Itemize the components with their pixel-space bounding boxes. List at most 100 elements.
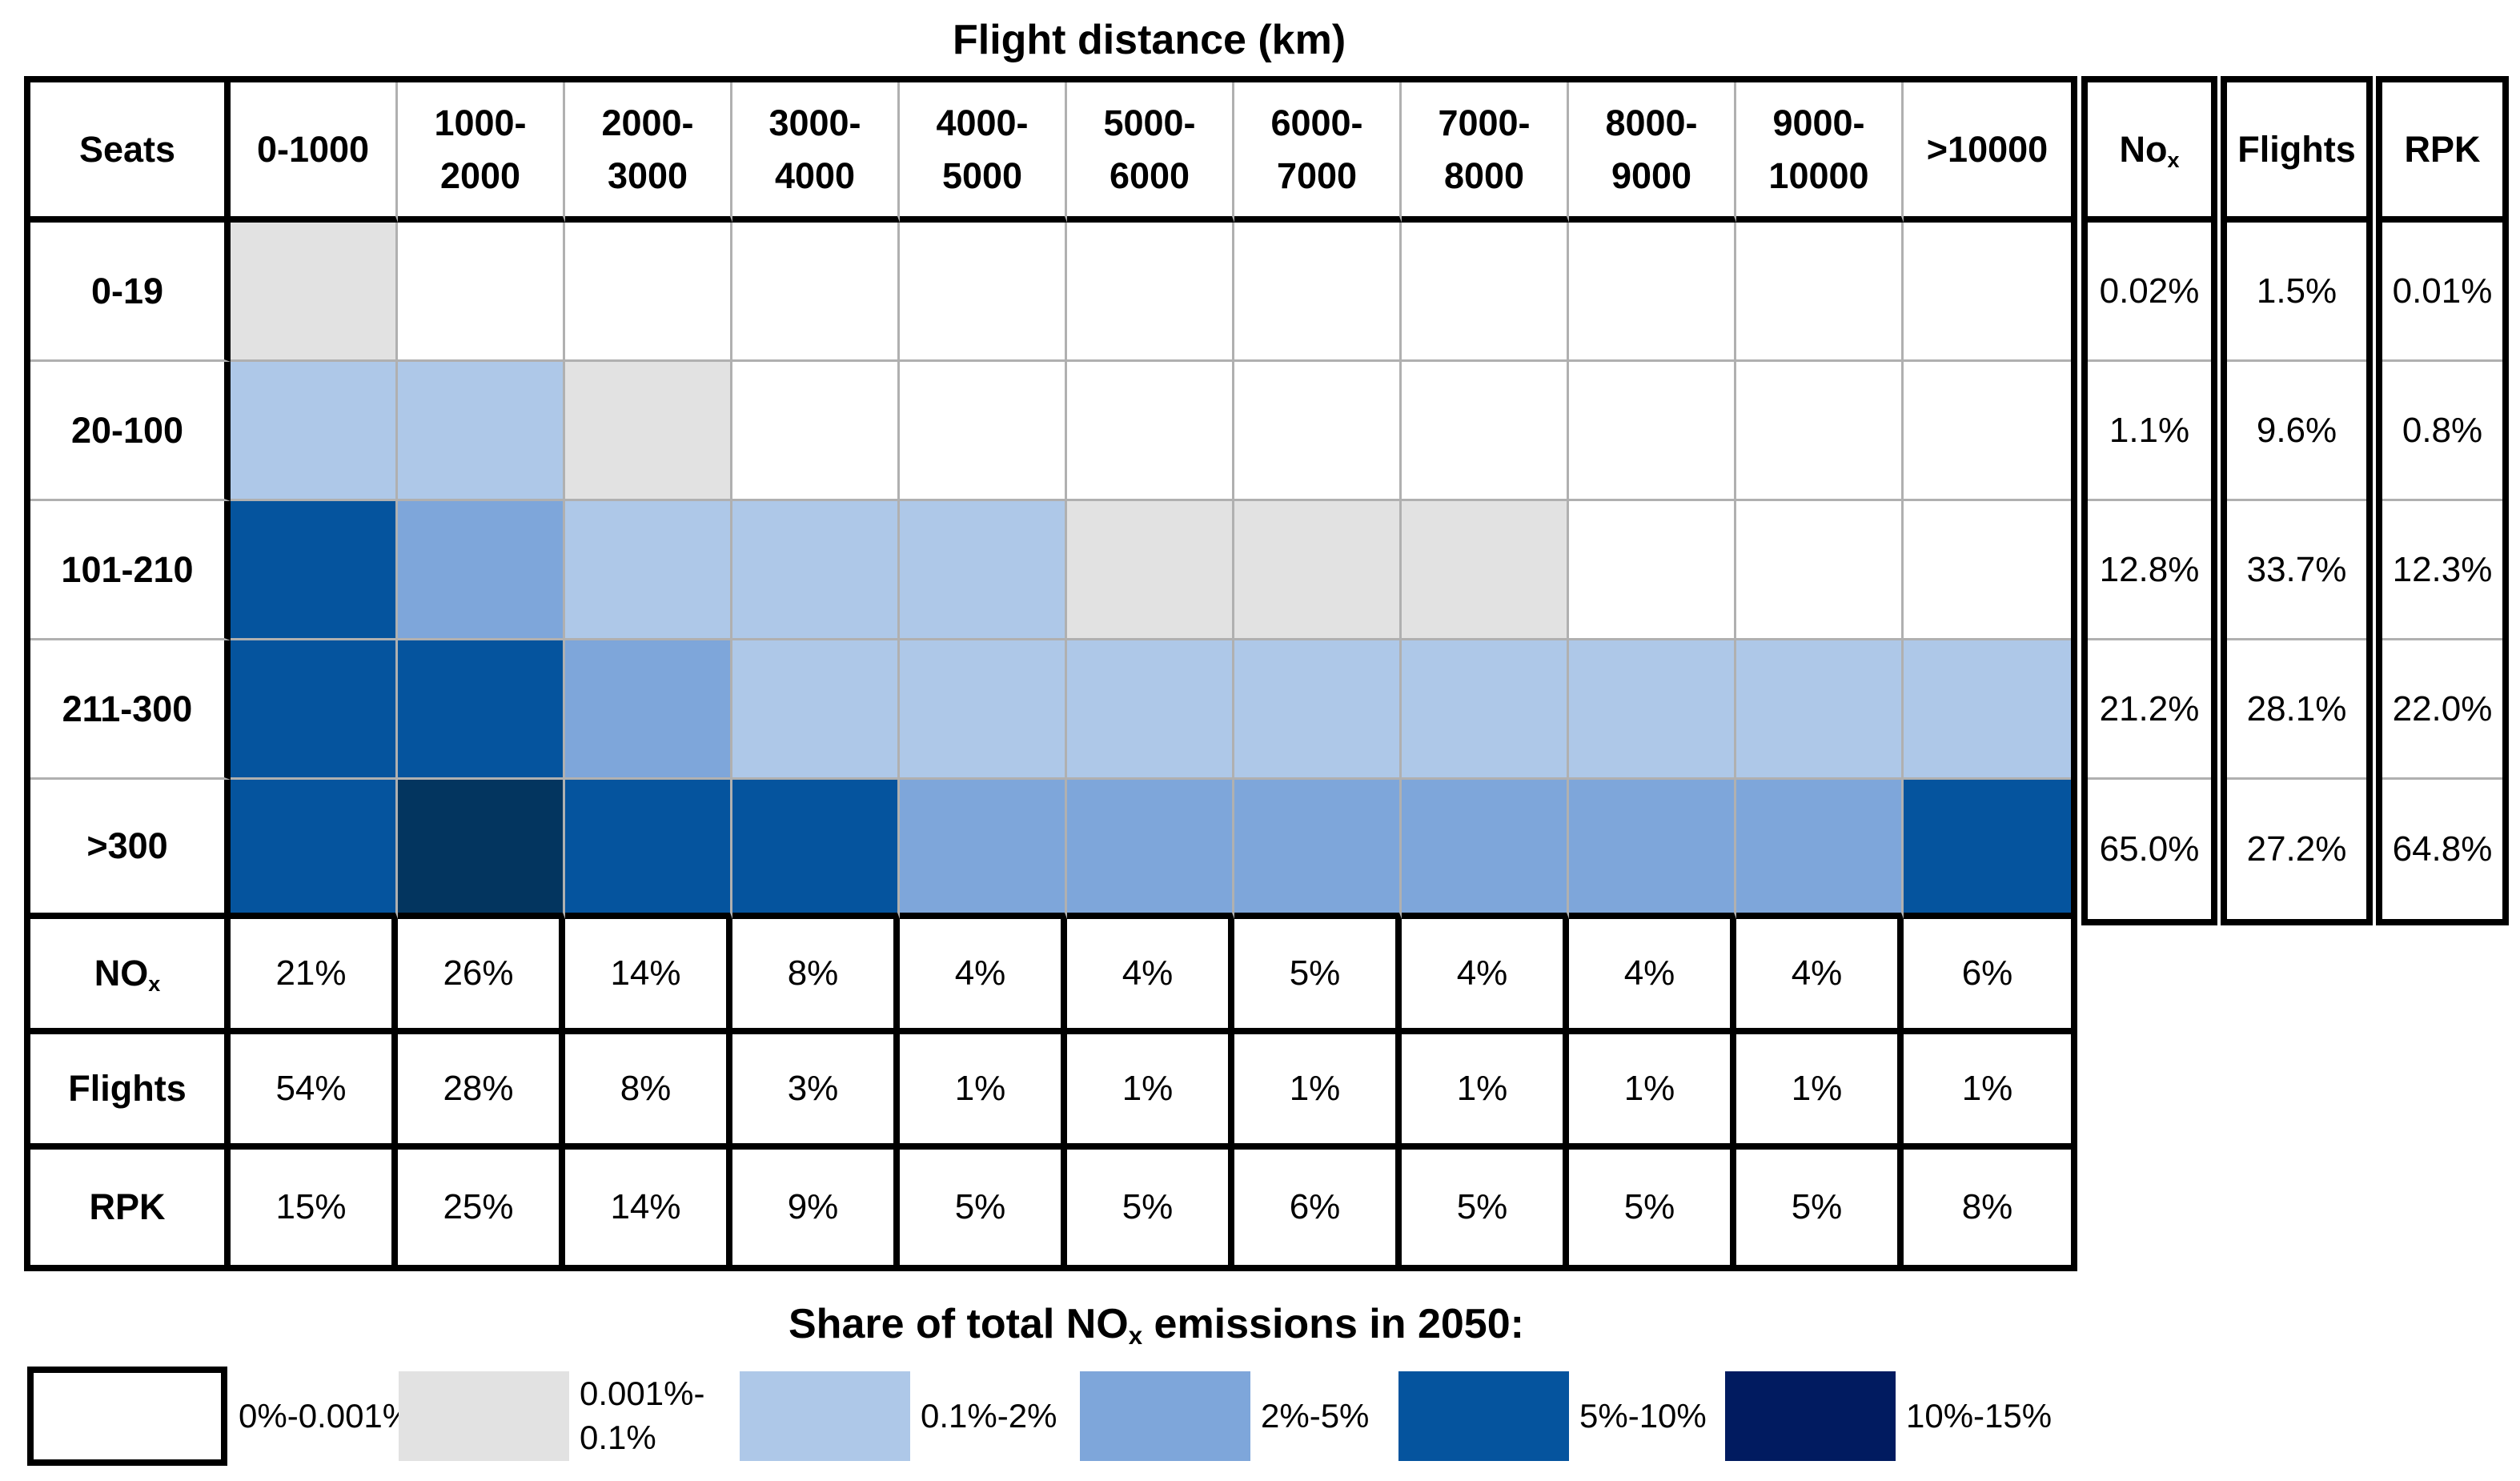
heat-cell: [1904, 362, 2071, 501]
column-total-value: 1%: [1402, 1034, 1569, 1150]
row-total-value: 9.6%: [2227, 362, 2366, 501]
distance-col-header: 5000- 6000: [1067, 82, 1234, 223]
heat-cell: [1402, 640, 1569, 780]
legend-bin-label: 2%-5%: [1261, 1396, 1370, 1435]
heat-cell: [1067, 780, 1234, 919]
column-total-value: 5%: [1067, 1150, 1234, 1265]
heat-cell: [900, 780, 1067, 919]
heat-cell: [1569, 223, 1736, 362]
heat-cell: [1067, 223, 1234, 362]
heat-cell: [900, 362, 1067, 501]
column-total-value: 4%: [1402, 919, 1569, 1034]
heat-cell: [1569, 780, 1736, 919]
column-total-value: 1%: [1234, 1034, 1402, 1150]
column-total-value: 5%: [1402, 1150, 1569, 1265]
heat-cell: [231, 362, 398, 501]
distance-col-header: 1000- 2000: [398, 82, 565, 223]
column-total-value: 6%: [1904, 919, 2071, 1034]
corner-header-seats: Seats: [30, 82, 231, 223]
column-total-value: 4%: [900, 919, 1067, 1034]
column-total-value: 14%: [565, 1150, 732, 1265]
row-total-box: Nox 0.02% 1.1% 12.8% 21.2% 65.0%: [2081, 76, 2217, 925]
heat-cell: [231, 640, 398, 780]
heat-cell: [565, 640, 732, 780]
distance-col-header: >10000: [1904, 82, 2071, 223]
distance-col-header: 8000- 9000: [1569, 82, 1736, 223]
heat-cell: [1067, 640, 1234, 780]
heat-cell: [231, 780, 398, 919]
column-total-value: 8%: [1961, 1187, 2013, 1226]
row-total-header: Flights: [2227, 82, 2366, 223]
heat-cell: [398, 640, 565, 780]
column-total-value: 8%: [565, 1034, 732, 1150]
legend-swatch-b2: [740, 1371, 910, 1461]
distance-col-header: 2000- 3000: [565, 82, 732, 223]
distance-col-header: 7000- 8000: [1402, 82, 1569, 223]
heat-cell: [1402, 362, 1569, 501]
column-total-value: 8%: [732, 919, 900, 1034]
column-total-value: 28%: [398, 1034, 565, 1150]
heat-cell: [398, 501, 565, 640]
legend-swatch-b1: [399, 1371, 569, 1461]
heat-cell: [1234, 362, 1402, 501]
heat-cell: [1904, 640, 2071, 780]
seat-row-label: 20-100: [30, 362, 231, 501]
column-total-value: 1%: [1904, 1034, 2071, 1150]
seat-row-label: 211-300: [30, 640, 231, 780]
heat-cell: [732, 640, 900, 780]
heat-cell: [1402, 501, 1569, 640]
heat-cell: [1569, 501, 1736, 640]
heat-cell: [1234, 640, 1402, 780]
heat-cell: [1904, 780, 2071, 919]
heat-cell: [398, 780, 565, 919]
heat-cell: [1402, 223, 1569, 362]
legend-bin-label: 0.1%-2%: [921, 1396, 1057, 1435]
row-total-value: 1.1%: [2088, 362, 2211, 501]
row-total-value: 12.8%: [2088, 501, 2211, 640]
heat-cell: [1234, 780, 1402, 919]
seat-row-label: 0-19: [30, 223, 231, 362]
row-total-value: 21.2%: [2088, 640, 2211, 780]
row-total-value: 64.8%: [2392, 829, 2493, 869]
heat-cell: [231, 223, 398, 362]
heat-cell: [565, 780, 732, 919]
column-total-value: 54%: [231, 1034, 398, 1150]
heat-cell: [900, 640, 1067, 780]
heat-cell: [231, 501, 398, 640]
heat-cell: [732, 780, 900, 919]
column-total-value: 5%: [1569, 1150, 1736, 1265]
row-total-value: 28.1%: [2227, 640, 2366, 780]
heat-cell: [732, 501, 900, 640]
legend-title-sub: x: [1128, 1321, 1143, 1350]
heat-cell: [1234, 223, 1402, 362]
row-total-header: Nox: [2088, 82, 2211, 223]
legend-title: Share of total NOx emissions in 2050:: [789, 1300, 1524, 1350]
heat-cell: [900, 223, 1067, 362]
column-total-value: 21%: [231, 919, 398, 1034]
column-total-value: 6%: [1234, 1150, 1402, 1265]
distance-col-header: 6000- 7000: [1234, 82, 1402, 223]
legend-swatch-b5: [1725, 1371, 1896, 1461]
column-total-value: 5%: [900, 1150, 1067, 1265]
legend-bin-label: 0.001%- 0.1%: [580, 1375, 705, 1456]
row-total-value: 0.8%: [2382, 362, 2502, 501]
column-total-value: 1%: [1569, 1034, 1736, 1150]
heat-cell: [1736, 501, 1904, 640]
row-total-header: RPK: [2382, 82, 2502, 223]
distance-col-header: 3000- 4000: [732, 82, 900, 223]
heat-cell: [565, 362, 732, 501]
column-total-value: 15%: [231, 1150, 398, 1265]
heat-cell: [1402, 780, 1569, 919]
row-total-value: 12.3%: [2382, 501, 2502, 640]
column-total-row-label: RPK: [30, 1150, 231, 1265]
legend-bin-label: 10%-15%: [1906, 1396, 2053, 1435]
row-total-box: RPK 0.01% 0.8% 12.3% 22.0% 64.8%: [2376, 76, 2509, 925]
distance-col-header: 9000- 10000: [1736, 82, 1904, 223]
row-total-value: 0.02%: [2088, 223, 2211, 362]
heat-cell: [1234, 501, 1402, 640]
heat-cell: [1067, 501, 1234, 640]
legend-bin-label: 0%-0.001%: [239, 1396, 413, 1435]
row-total-value: 65.0%: [2099, 829, 2200, 869]
row-total-value: 1.5%: [2227, 223, 2366, 362]
